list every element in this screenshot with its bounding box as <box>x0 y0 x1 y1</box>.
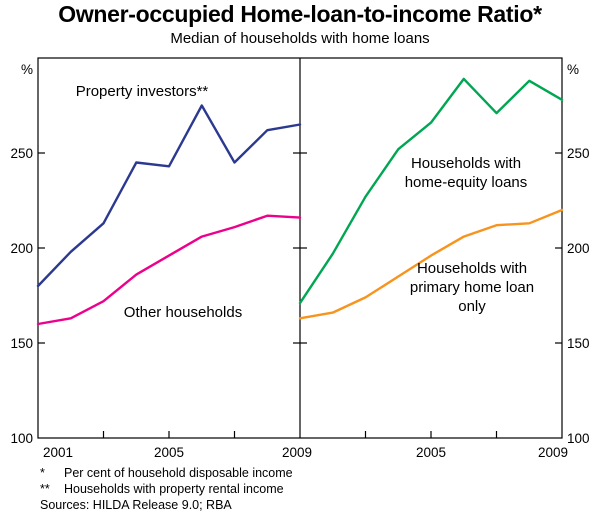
series-label-home-equity-loans-line2: home-equity loans <box>405 174 528 191</box>
x-tick-left-2001: 2001 <box>43 445 73 460</box>
x-tick-left-2009: 2009 <box>282 445 312 460</box>
chart-canvas: % 250 200 150 100 % 250 200 150 100 2001… <box>10 57 590 460</box>
x-tick-right-2009: 2009 <box>538 445 568 460</box>
series-label-property-investors: Property investors** <box>76 83 209 100</box>
footnote-1-marker: * <box>40 466 45 480</box>
series-line-home-equity-loans <box>298 77 564 305</box>
sources-text: Sources: HILDA Release 9.0; RBA <box>40 498 232 512</box>
y-tick-right-150: 150 <box>567 336 590 351</box>
footnote-2: ** Households with property rental incom… <box>40 481 293 497</box>
x-tick-left-2005: 2005 <box>154 445 184 460</box>
chart-subtitle: Median of households with home loans <box>170 30 430 47</box>
footnote-1: * Per cent of household disposable incom… <box>40 465 293 481</box>
y-unit-right: % <box>567 62 579 77</box>
series-label-primary-home-loan-only: Households with primary home loan only <box>410 260 534 315</box>
y-tick-right-100: 100 <box>567 431 590 446</box>
series-line-property-investors <box>36 104 302 288</box>
series-label-other-households: Other households <box>124 304 242 321</box>
y-unit-left: % <box>21 62 33 77</box>
series-label-primary-home-loan-line1: Households with <box>417 260 527 277</box>
y-tick-left-150: 150 <box>10 336 33 351</box>
series-label-primary-home-loan-line3: only <box>458 298 486 315</box>
axis-ticks <box>38 152 562 438</box>
footnotes: * Per cent of household disposable incom… <box>40 465 293 513</box>
series-line-other-households <box>36 214 302 326</box>
x-tick-right-2005: 2005 <box>416 445 446 460</box>
y-axis-right: % 250 200 150 100 <box>567 62 590 446</box>
y-tick-left-200: 200 <box>10 241 33 256</box>
series-label-home-equity-loans-line1: Households with <box>411 155 521 172</box>
series-label-home-equity-loans: Households with home-equity loans <box>405 155 528 191</box>
series-lines-right <box>298 77 564 320</box>
series-line-primary-home-loan-only <box>298 208 564 320</box>
x-axis-labels: 2001 2005 2009 2005 2009 <box>43 445 568 460</box>
series-lines-left <box>36 104 302 326</box>
y-tick-right-250: 250 <box>567 146 590 161</box>
sources-line: Sources: HILDA Release 9.0; RBA <box>40 497 293 513</box>
y-axis-left: % 250 200 150 100 <box>10 62 33 446</box>
footnote-2-text: Households with property rental income <box>64 482 284 496</box>
footnote-2-marker: ** <box>40 482 50 496</box>
footnote-1-text: Per cent of household disposable income <box>64 466 293 480</box>
y-tick-left-100: 100 <box>10 431 33 446</box>
y-tick-left-250: 250 <box>10 146 33 161</box>
y-tick-right-200: 200 <box>567 241 590 256</box>
chart-title: Owner-occupied Home-loan-to-income Ratio… <box>58 1 542 27</box>
series-label-primary-home-loan-line2: primary home loan <box>410 279 534 296</box>
